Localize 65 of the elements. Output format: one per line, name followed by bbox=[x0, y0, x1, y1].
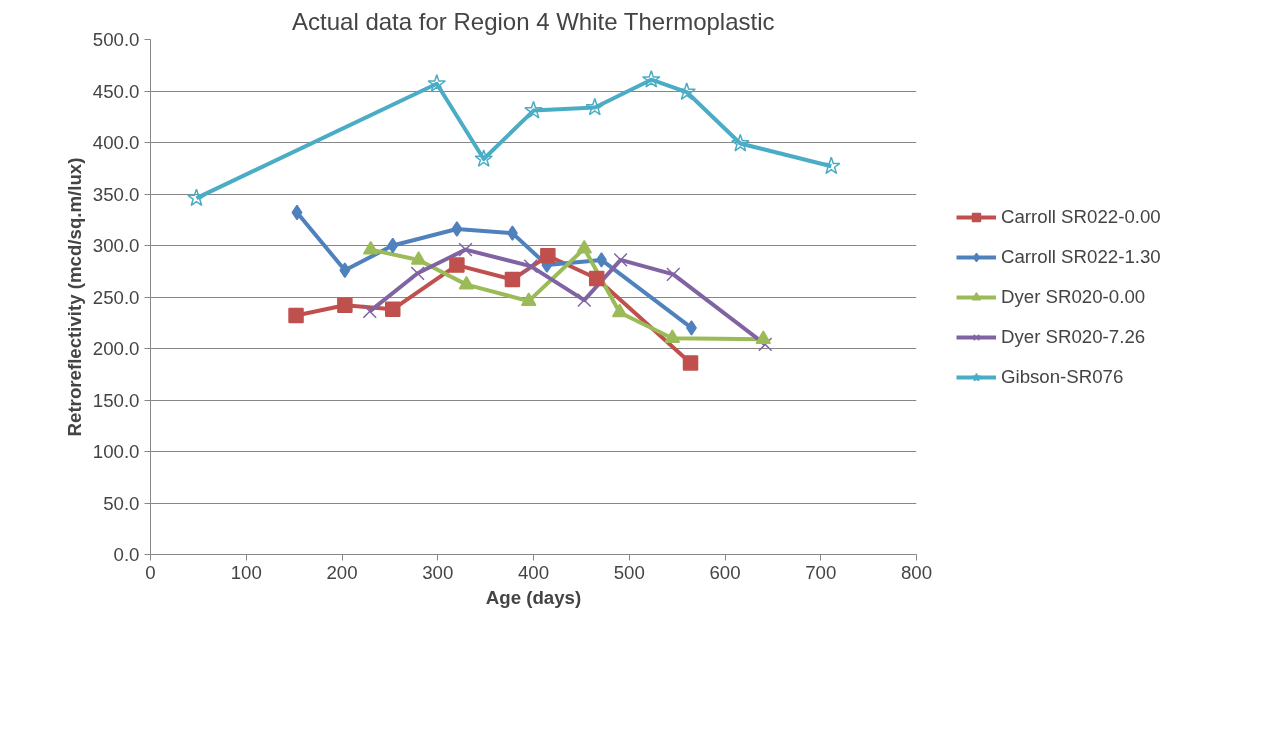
point bbox=[427, 74, 447, 92]
point bbox=[664, 329, 681, 343]
point bbox=[410, 266, 425, 281]
x-tick-label: 800 bbox=[900, 561, 933, 583]
legend-label: Dyer SR020-7.26 bbox=[1001, 325, 1146, 348]
point bbox=[520, 292, 537, 306]
y-tick-label: 200.0 bbox=[92, 338, 140, 359]
legend-label: Carroll SR022-1.30 bbox=[1001, 245, 1161, 268]
point bbox=[337, 297, 353, 313]
y-tick-label: 400.0 bbox=[92, 132, 140, 153]
point bbox=[187, 188, 206, 207]
point bbox=[387, 237, 399, 254]
x-axis-title: Age (days) bbox=[485, 586, 582, 608]
point bbox=[613, 252, 628, 268]
point bbox=[731, 133, 750, 152]
x-tick-label: 400 bbox=[517, 561, 550, 583]
legend-label: Dyer SR020-0.00 bbox=[1001, 285, 1146, 308]
point bbox=[385, 301, 401, 318]
point bbox=[576, 239, 592, 254]
y-tick-label: 450.0 bbox=[92, 80, 140, 102]
x-tick-label: 200 bbox=[326, 561, 358, 583]
point bbox=[611, 303, 628, 318]
y-tick-label: 50.0 bbox=[103, 492, 140, 514]
y-tick-label: 250.0 bbox=[92, 286, 140, 308]
point bbox=[682, 355, 699, 371]
point bbox=[540, 248, 556, 264]
point bbox=[666, 267, 681, 282]
y-tick-label: 150.0 bbox=[92, 389, 140, 411]
y-tick-label: 100.0 bbox=[92, 441, 140, 462]
point bbox=[291, 204, 303, 221]
point bbox=[451, 221, 463, 237]
point bbox=[821, 156, 841, 175]
point bbox=[474, 149, 494, 168]
y-tick-label: 350.0 bbox=[92, 183, 140, 205]
x-tick-label: 500 bbox=[613, 561, 645, 583]
point bbox=[577, 292, 592, 308]
point bbox=[758, 337, 773, 352]
y-axis-title: Retroreflectivity (mcd/sq.m/lux) bbox=[63, 157, 85, 437]
point bbox=[504, 271, 521, 288]
point bbox=[755, 330, 772, 345]
x-tick-label: 600 bbox=[709, 561, 741, 583]
chart-title: Actual data for Region 4 White Thermoplastic bbox=[292, 7, 775, 35]
x-tick-label: 300 bbox=[422, 561, 454, 583]
point bbox=[458, 275, 475, 290]
point bbox=[524, 100, 543, 119]
x-tick-label: 700 bbox=[805, 561, 837, 583]
point bbox=[362, 304, 377, 319]
y-tick-label: 500.0 bbox=[92, 29, 140, 50]
x-tick-label: 100 bbox=[230, 561, 262, 583]
point bbox=[677, 82, 697, 101]
point bbox=[288, 307, 304, 324]
point bbox=[523, 258, 538, 274]
point bbox=[458, 242, 473, 257]
y-tick-label: 0.0 bbox=[113, 544, 140, 565]
point bbox=[588, 270, 605, 287]
legend-label: Gibson-SR076 bbox=[1001, 365, 1124, 388]
x-tick-label: 0 bbox=[145, 561, 156, 583]
point bbox=[641, 69, 661, 88]
point bbox=[410, 251, 427, 265]
point bbox=[449, 257, 465, 273]
point bbox=[585, 97, 605, 116]
legend-label: Carroll SR022-0.00 bbox=[1001, 205, 1161, 228]
point bbox=[339, 262, 351, 278]
point bbox=[362, 240, 379, 255]
y-tick-label: 300.0 bbox=[92, 235, 140, 256]
